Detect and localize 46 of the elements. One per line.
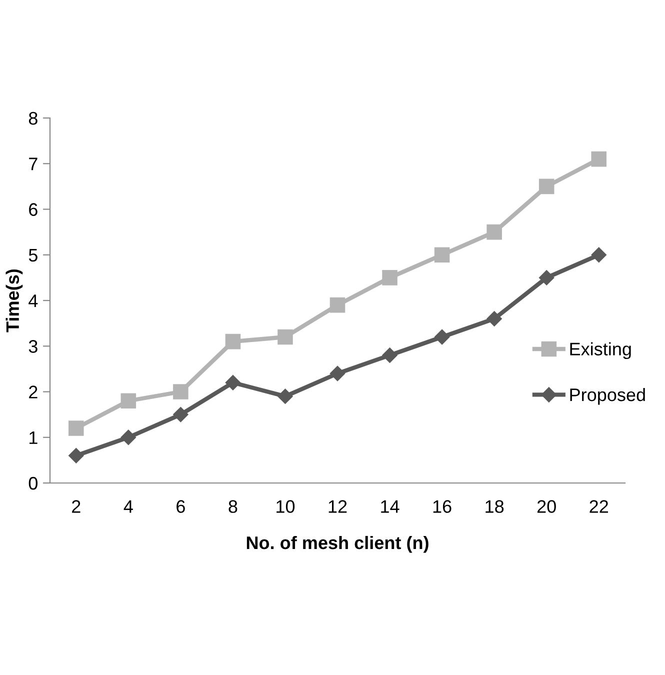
x-axis-title: No. of mesh client (n) bbox=[246, 536, 428, 553]
y-tick-label: 3 bbox=[28, 340, 38, 353]
legend-label: Proposed bbox=[570, 388, 645, 405]
y-tick-label: 6 bbox=[29, 203, 38, 216]
x-tick-label: 12 bbox=[328, 500, 347, 513]
point bbox=[330, 297, 346, 313]
x-tick-label: 16 bbox=[433, 500, 452, 513]
point bbox=[434, 247, 450, 263]
y-tick-label: 4 bbox=[28, 294, 38, 308]
point bbox=[591, 247, 606, 262]
x-tick-label: 20 bbox=[537, 500, 556, 513]
point bbox=[486, 311, 502, 326]
x-tick-label: 8 bbox=[228, 500, 238, 513]
point bbox=[68, 420, 84, 436]
point bbox=[173, 406, 188, 422]
point bbox=[382, 270, 398, 286]
point bbox=[539, 270, 554, 286]
point bbox=[173, 384, 188, 400]
x-tick-label: 22 bbox=[590, 500, 608, 513]
point bbox=[120, 430, 136, 445]
y-tick-label: 5 bbox=[28, 248, 38, 262]
point bbox=[486, 224, 502, 240]
point bbox=[330, 366, 346, 382]
point bbox=[591, 151, 607, 167]
point bbox=[278, 388, 293, 404]
point bbox=[434, 329, 450, 345]
point bbox=[225, 334, 241, 350]
x-tick-label: 10 bbox=[276, 500, 295, 513]
point bbox=[538, 178, 554, 194]
x-tick-label: 4 bbox=[124, 500, 133, 513]
legend-label: Existing bbox=[570, 342, 631, 360]
y-tick-label: 0 bbox=[28, 476, 38, 490]
x-tick-label: 18 bbox=[486, 500, 504, 513]
x-tick-label: 6 bbox=[176, 500, 185, 513]
point bbox=[120, 393, 136, 409]
y-tick-label: 2 bbox=[29, 386, 38, 398]
y-tick-label: 7 bbox=[29, 158, 38, 170]
point bbox=[225, 375, 241, 390]
y-axis-title: Time(s) bbox=[6, 269, 23, 332]
x-tick-label: 2 bbox=[72, 500, 80, 513]
point bbox=[68, 448, 84, 464]
point bbox=[382, 348, 398, 363]
point bbox=[278, 329, 293, 345]
y-tick-label: 1 bbox=[30, 431, 38, 444]
y-tick-label: 8 bbox=[28, 112, 38, 125]
x-tick-label: 14 bbox=[381, 500, 400, 513]
